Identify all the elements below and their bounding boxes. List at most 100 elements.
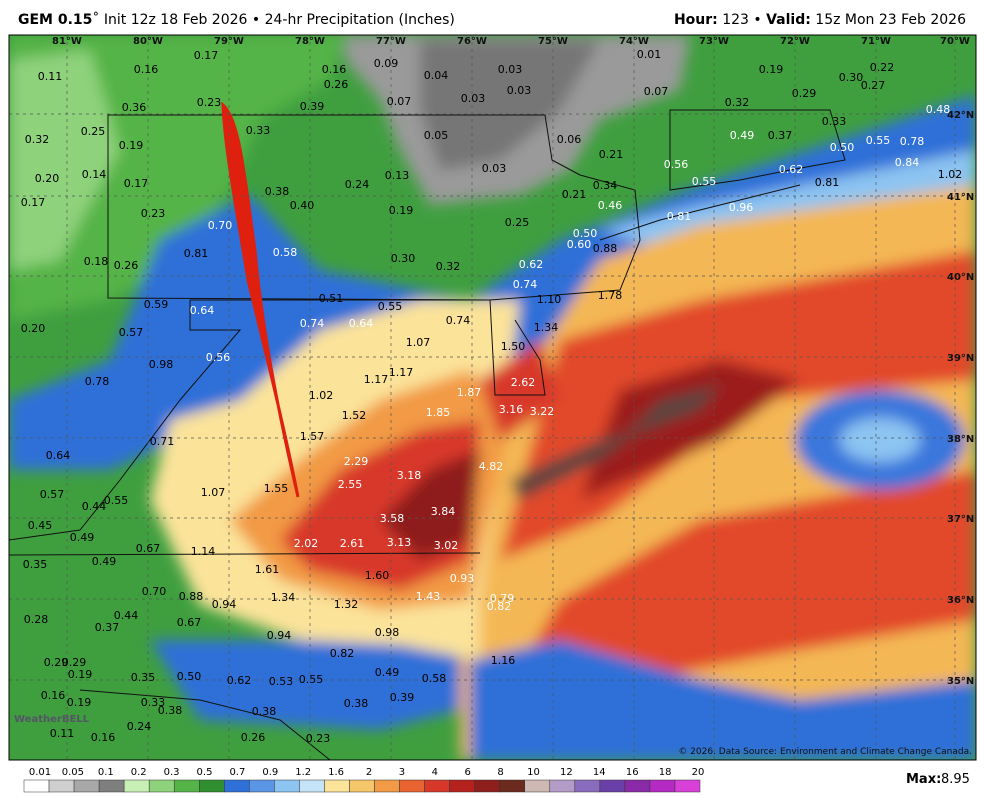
legend-swatch bbox=[624, 779, 651, 793]
precip-value: 0.23 bbox=[197, 96, 222, 109]
lon-label: 71°W bbox=[861, 36, 891, 47]
legend-swatch bbox=[199, 779, 225, 793]
precip-value: 3.02 bbox=[434, 539, 459, 552]
precip-value: 0.55 bbox=[866, 134, 891, 147]
legend-swatch bbox=[123, 779, 150, 793]
lat-label: 41°N bbox=[947, 192, 974, 203]
legend-label: 18 bbox=[659, 767, 672, 778]
legend-swatch bbox=[324, 779, 350, 793]
precip-value: 0.62 bbox=[779, 163, 804, 176]
map-frame bbox=[8, 34, 977, 761]
precip-value: 0.32 bbox=[725, 96, 750, 109]
precip-value: 1.02 bbox=[309, 389, 334, 402]
legend-label: 0.01 bbox=[29, 767, 51, 778]
lat-label: 35°N bbox=[947, 676, 974, 687]
precip-value: 0.58 bbox=[273, 246, 298, 259]
precip-value: 0.16 bbox=[322, 63, 347, 76]
value-labels: 0.11 0.16 0.17 0.16 0.09 0.04 0.03 0.03 0.01 0.19… bbox=[21, 48, 963, 745]
legend-swatch bbox=[399, 779, 425, 793]
legend-label: 2 bbox=[366, 767, 372, 778]
legend-swatch bbox=[499, 779, 525, 793]
precip-value: 3.22 bbox=[530, 405, 555, 418]
legend-swatch bbox=[674, 779, 701, 793]
legend-swatch bbox=[649, 779, 676, 793]
precip-value: 0.19 bbox=[68, 668, 93, 681]
logo: WeatherBELL bbox=[14, 714, 90, 725]
precip-value: 0.05 bbox=[424, 129, 449, 142]
precip-value: 3.18 bbox=[397, 469, 422, 482]
precip-value: 0.94 bbox=[267, 629, 292, 642]
precip-value: 0.37 bbox=[768, 129, 793, 142]
precip-value: 0.18 bbox=[84, 255, 109, 268]
precip-value: 0.21 bbox=[562, 188, 587, 201]
graticule bbox=[9, 35, 976, 760]
precip-value: 0.88 bbox=[179, 590, 204, 603]
precip-value: 0.78 bbox=[900, 135, 925, 148]
precip-value: 0.30 bbox=[391, 252, 416, 265]
precip-value: 0.39 bbox=[300, 100, 325, 113]
legend-label: 4 bbox=[432, 767, 438, 778]
precip-value: 0.71 bbox=[150, 435, 175, 448]
precip-value: 1.50 bbox=[501, 340, 526, 353]
precip-value: 0.27 bbox=[861, 79, 886, 92]
precip-value: 0.67 bbox=[136, 542, 161, 555]
precip-value: 1.07 bbox=[406, 336, 431, 349]
legend-swatch bbox=[23, 779, 50, 793]
legend-swatch bbox=[374, 779, 400, 793]
precip-value: 0.62 bbox=[227, 674, 252, 687]
precip-value: 0.38 bbox=[158, 704, 183, 717]
precip-value: 0.35 bbox=[23, 558, 48, 571]
legend-swatch bbox=[524, 779, 551, 793]
precip-value: 1.02 bbox=[938, 168, 963, 181]
precip-value: 1.32 bbox=[334, 598, 359, 611]
precip-value: 0.44 bbox=[82, 500, 107, 513]
legend: 0.01 0.05 0.1 0.2 0.3 0.5 0.7 0.9 1.2 1.6 2 3 4 6 8 10 1… bbox=[23, 767, 705, 793]
legend-swatch bbox=[73, 779, 100, 793]
precip-value: 0.04 bbox=[424, 69, 449, 82]
legend-label: 20 bbox=[692, 767, 705, 778]
precip-value: 0.26 bbox=[324, 78, 349, 91]
precip-value: 1.17 bbox=[389, 366, 414, 379]
precip-value: 0.49 bbox=[70, 531, 95, 544]
precip-value: 0.22 bbox=[870, 61, 895, 74]
precip-value: 0.55 bbox=[692, 175, 717, 188]
title: ˚ Init 12z 18 Feb 2026 • 24-hr Precipita… bbox=[92, 12, 455, 28]
precip-value: 0.09 bbox=[374, 57, 399, 70]
precip-value: 0.29 bbox=[44, 656, 69, 669]
lat-label: 40°N bbox=[947, 272, 974, 283]
precip-value: 0.19 bbox=[67, 696, 92, 709]
legend-swatch bbox=[173, 779, 200, 793]
precip-value: 1.07 bbox=[201, 486, 226, 499]
legend-swatch bbox=[349, 779, 375, 793]
legend-label: 1.6 bbox=[328, 767, 344, 778]
precip-value: 1.57 bbox=[300, 430, 325, 443]
precip-value: 0.78 bbox=[85, 375, 110, 388]
precip-value: 0.24 bbox=[127, 720, 152, 733]
precip-value: 0.33 bbox=[822, 115, 847, 128]
precip-value: 1.34 bbox=[271, 591, 296, 604]
precip-value: 0.98 bbox=[149, 358, 174, 371]
precip-value: 0.38 bbox=[252, 705, 277, 718]
precip-value: 0.64 bbox=[46, 449, 71, 462]
precip-value: 0.35 bbox=[131, 671, 156, 684]
precip-value: 2.55 bbox=[338, 478, 363, 491]
precip-value: 0.94 bbox=[212, 598, 237, 611]
precip-value: 0.06 bbox=[557, 133, 582, 146]
precip-value: 0.32 bbox=[436, 260, 461, 273]
precip-value: 0.13 bbox=[385, 169, 410, 182]
precip-value: 0.49 bbox=[730, 129, 755, 142]
precip-value: 2.29 bbox=[344, 455, 369, 468]
precip-value: 0.17 bbox=[124, 177, 149, 190]
precip-value: 0.14 bbox=[82, 168, 107, 181]
precip-value: 0.70 bbox=[142, 585, 167, 598]
lon-label: 77°W bbox=[376, 36, 406, 47]
precip-value: 1.10 bbox=[537, 293, 562, 306]
lon-label: 78°W bbox=[295, 36, 325, 47]
precip-value: 0.74 bbox=[300, 317, 325, 330]
precip-value: 0.23 bbox=[141, 207, 166, 220]
precip-value: 1.60 bbox=[365, 569, 390, 582]
legend-label: 0.9 bbox=[262, 767, 278, 778]
precip-value: 1.85 bbox=[426, 406, 451, 419]
precip-value: 0.03 bbox=[498, 63, 523, 76]
